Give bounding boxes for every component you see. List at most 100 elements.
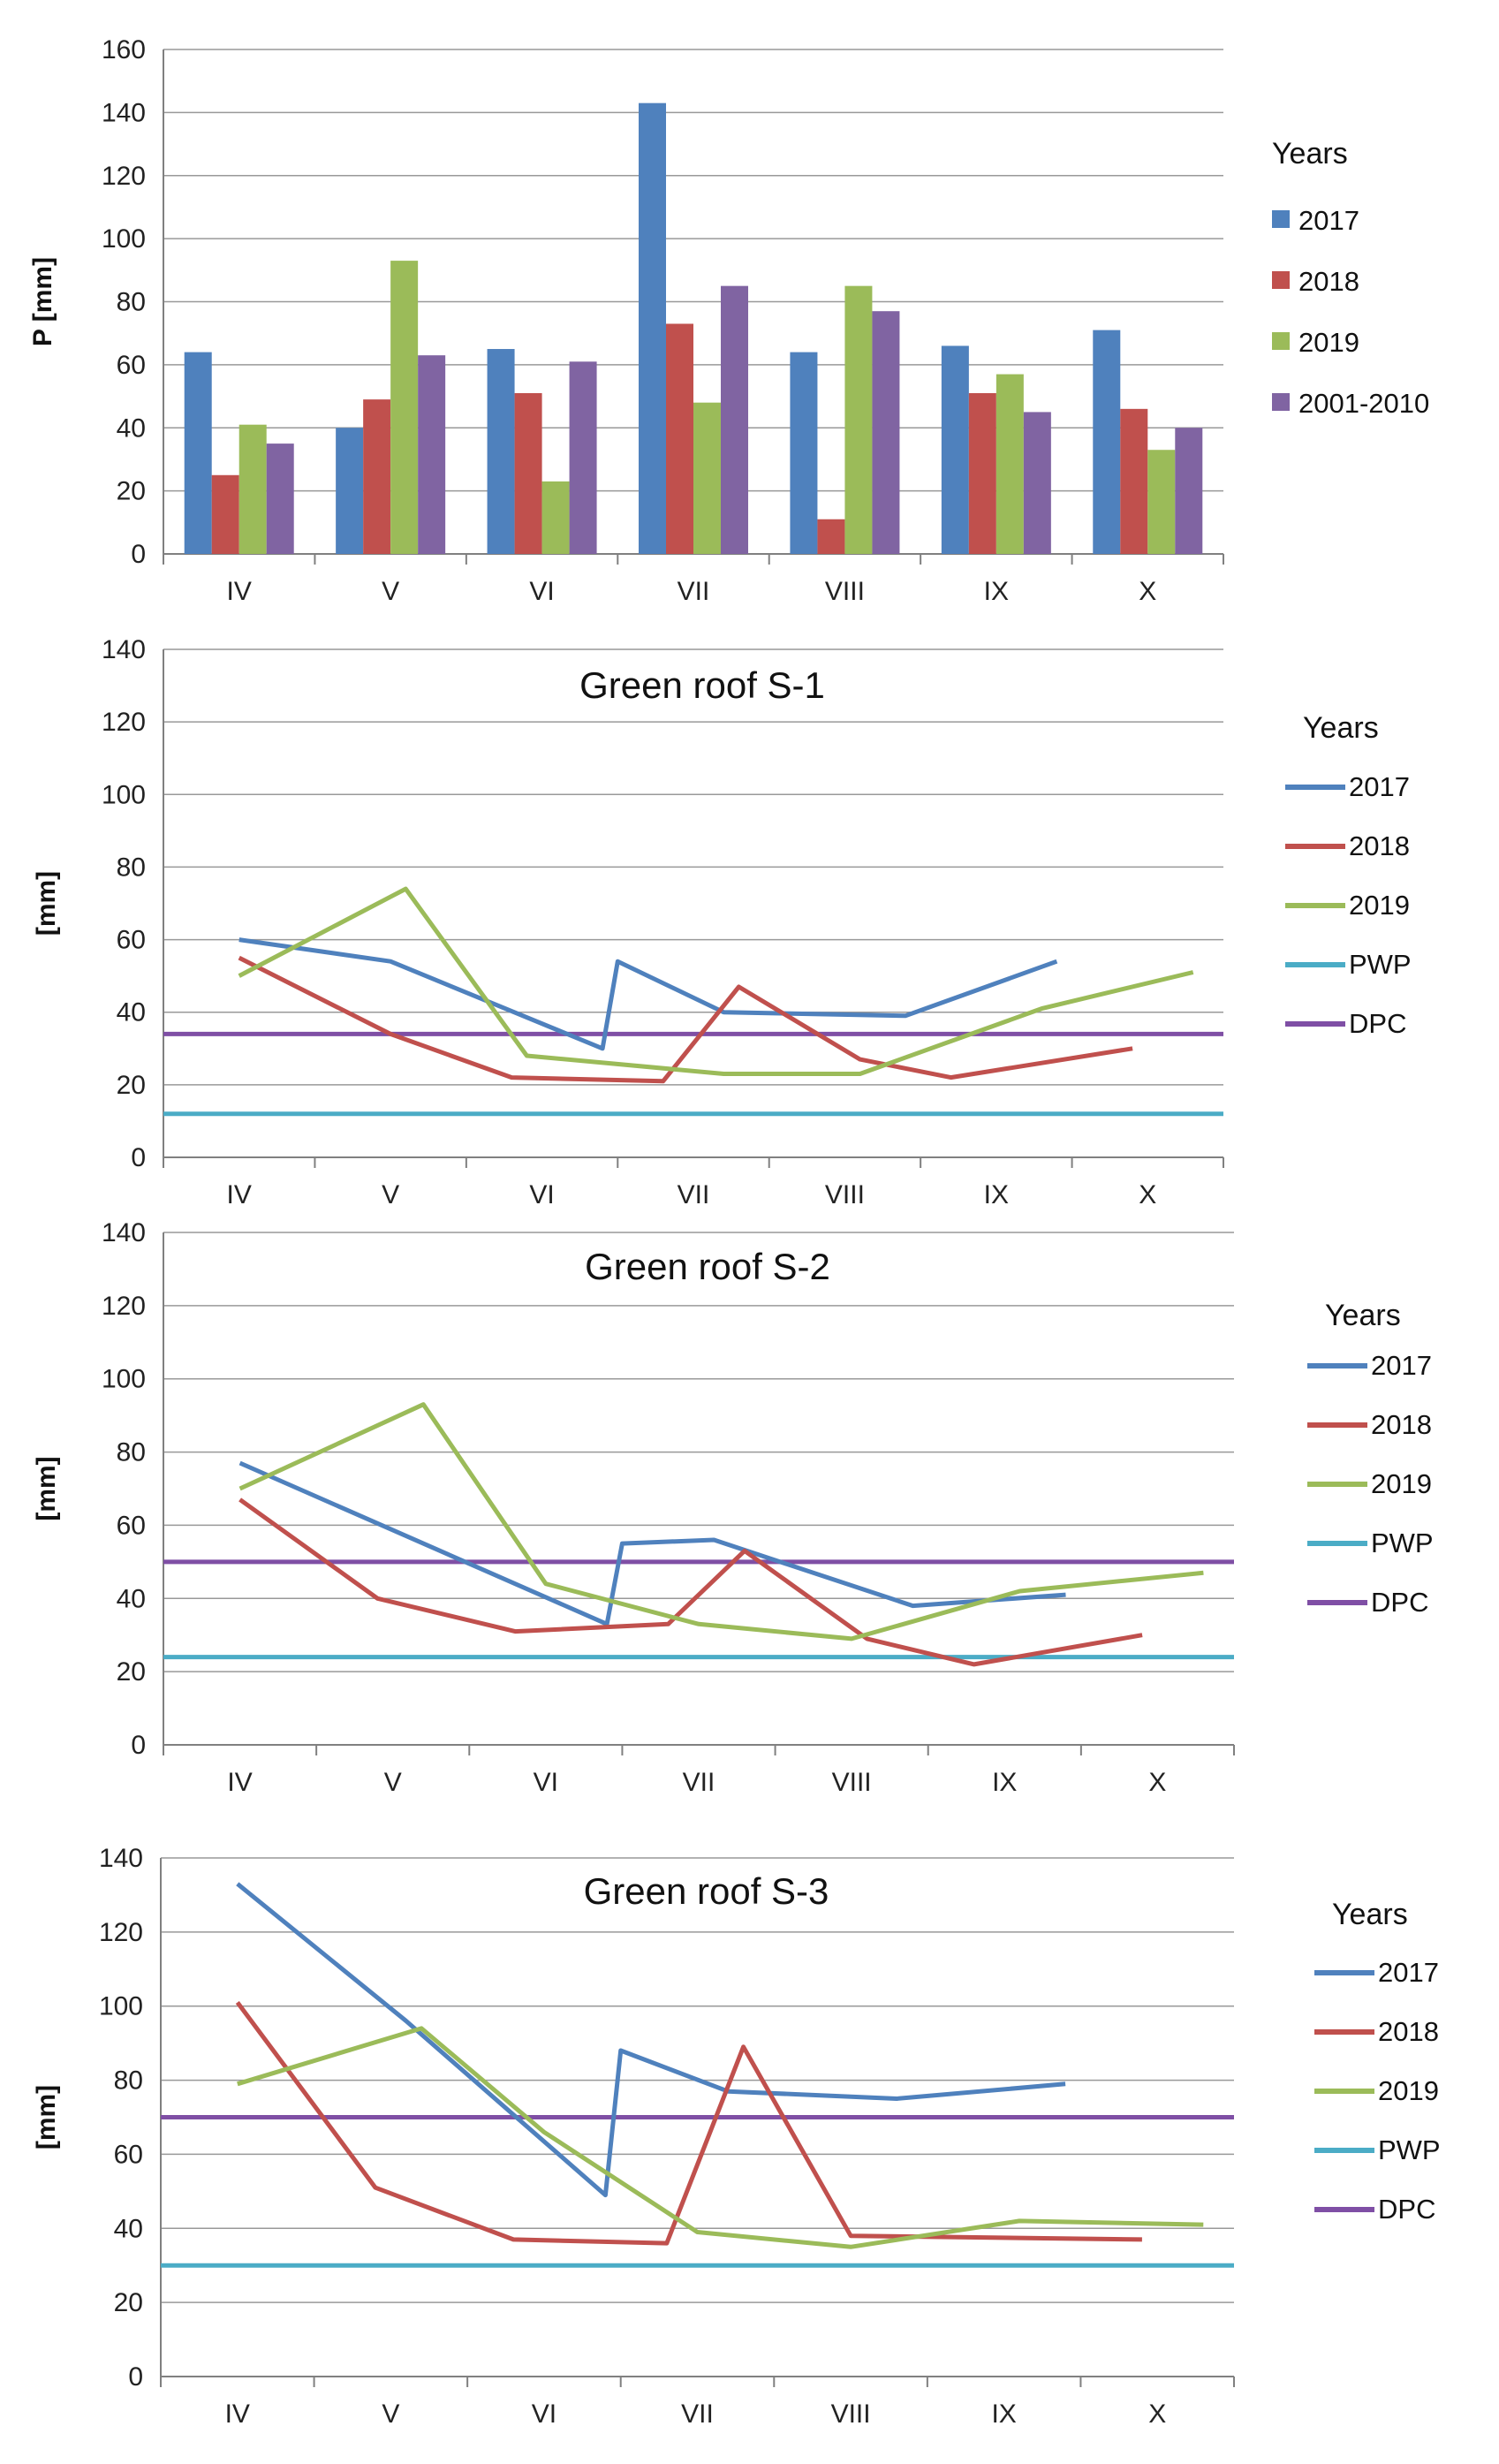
legend-label: 2017 [1371, 1350, 1432, 1381]
y-tick-label: 120 [102, 162, 146, 191]
chart-title: Green roof S-3 [584, 1870, 829, 1912]
bar-2017-IV [184, 352, 212, 554]
legend-swatch [1272, 210, 1290, 228]
x-tick-label: VIII [831, 2400, 871, 2429]
bar-2017-V [336, 428, 364, 554]
y-tick-label: 140 [102, 635, 146, 664]
legend-label: 2018 [1349, 830, 1410, 861]
x-tick-label: VIII [825, 1180, 865, 1209]
y-tick-label: 0 [131, 540, 146, 569]
y-tick-label: 60 [114, 2140, 143, 2169]
chart-2: 0 20 40 60 80 100 120 140 IV V VI VII VIII IX X [mm] Gre… [32, 635, 1412, 1209]
x-tick-label: X [1139, 1180, 1156, 1209]
x-tick-label: VII [678, 577, 710, 606]
legend-label: 2019 [1378, 2075, 1439, 2106]
line-2019 [238, 1402, 1204, 1641]
bar-2018-VII [666, 323, 693, 554]
legend-label: 2001-2010 [1298, 388, 1429, 419]
line-2018 [238, 1497, 1143, 1667]
y-axis-label: [mm] [32, 2085, 61, 2149]
bar-2019-IV [238, 424, 267, 554]
y-tick-label: 0 [128, 2362, 143, 2392]
y-tick-label: 100 [102, 780, 146, 809]
y-tick-label: 80 [114, 2066, 143, 2096]
bar-2001-2010-VI [569, 361, 597, 554]
line-2018 [235, 2001, 1142, 2246]
legend-label: 2017 [1298, 205, 1359, 236]
legend-label: 2018 [1298, 266, 1359, 297]
legend-swatch [1272, 393, 1290, 411]
y-tick-label: 120 [99, 1918, 143, 1947]
y-tick-label: 80 [117, 288, 146, 317]
bar-2001-2010-VII [721, 285, 748, 554]
line-2018 [238, 955, 1133, 1084]
y-tick-label: 100 [99, 1992, 143, 2021]
legend-swatch [1272, 332, 1290, 350]
x-tick-label: VI [534, 1768, 558, 1797]
x-tick-label: VI [532, 2400, 556, 2429]
y-tick-label: 0 [131, 1731, 146, 1760]
x-tick-label: IX [991, 2400, 1016, 2429]
legend-title: Years [1332, 1898, 1408, 1931]
legend-label: 2017 [1349, 771, 1410, 802]
line-2017 [236, 1882, 1066, 2198]
bar-2018-VIII [817, 519, 845, 554]
y-tick-label: 100 [102, 224, 146, 254]
legend: Years 2017 2018 2019 PWP DPC [1314, 1898, 1441, 2225]
bar-2019-VI [541, 481, 570, 554]
bar-2018-VI [514, 392, 542, 554]
bar-2017-IX [941, 345, 969, 554]
y-tick-label: 140 [99, 1844, 143, 1873]
y-tick-label: 80 [117, 1438, 146, 1467]
y-tick-label: 60 [117, 1511, 146, 1540]
bar-2001-2010-VIII [872, 311, 900, 554]
y-tick-label: 120 [102, 708, 146, 737]
x-tick-label: IX [984, 1180, 1009, 1209]
y-tick-label: 20 [114, 2288, 143, 2317]
legend-label: PWP [1371, 1528, 1434, 1558]
y-tick-label: 20 [117, 1657, 146, 1687]
legend-label: 2018 [1371, 1409, 1432, 1440]
y-tick-label: 60 [117, 926, 146, 955]
bar-2017-VII [639, 102, 666, 554]
x-tick-label: IV [227, 577, 252, 606]
x-tick-label: X [1148, 2400, 1166, 2429]
x-tick-label: VII [681, 2400, 714, 2429]
x-tick-label: IX [984, 577, 1009, 606]
legend-label: 2019 [1298, 327, 1359, 358]
x-tick-label: X [1139, 577, 1156, 606]
y-tick-label: 0 [131, 1143, 146, 1172]
bar-2001-2010-IX [1023, 412, 1051, 554]
y-tick-label: 100 [102, 1365, 146, 1394]
legend-label: DPC [1349, 1008, 1406, 1039]
y-tick-label: 60 [117, 351, 146, 380]
chart-title: Green roof S-2 [585, 1246, 830, 1287]
legend-label: PWP [1349, 949, 1412, 980]
line-2019 [237, 2026, 1204, 2249]
bar-2018-V [363, 399, 391, 554]
legend-label: 2018 [1378, 2016, 1439, 2047]
y-axis-label: [mm] [32, 871, 61, 936]
y-tick-label: 140 [102, 1218, 146, 1247]
legend-title: Years [1303, 711, 1379, 745]
x-tick-label: X [1148, 1768, 1166, 1797]
legend-title: Years [1325, 1299, 1401, 1332]
legend-title: Years [1272, 137, 1348, 171]
y-axis-label: [mm] [32, 1456, 61, 1520]
chart-3: 0 20 40 60 80 100 120 140 IV V VI VII VIII IX X [mm] Gre… [32, 1218, 1434, 1797]
x-tick-label: IV [227, 1768, 252, 1797]
x-tick-label: IV [227, 1180, 252, 1209]
y-tick-label: 80 [117, 853, 146, 882]
y-tick-label: 40 [117, 413, 146, 443]
bar-2018-IV [211, 474, 239, 554]
bar-2017-VIII [790, 352, 818, 554]
x-tick-label: VIII [832, 1768, 872, 1797]
bar-2019-VII [693, 402, 721, 554]
legend-label: PWP [1378, 2134, 1441, 2165]
y-tick-label: 20 [117, 1071, 146, 1100]
y-tick-label: 160 [102, 35, 146, 64]
x-tick-label: V [382, 1180, 399, 1209]
x-tick-label: IV [225, 2400, 250, 2429]
bar-2001-2010-IV [266, 444, 294, 554]
